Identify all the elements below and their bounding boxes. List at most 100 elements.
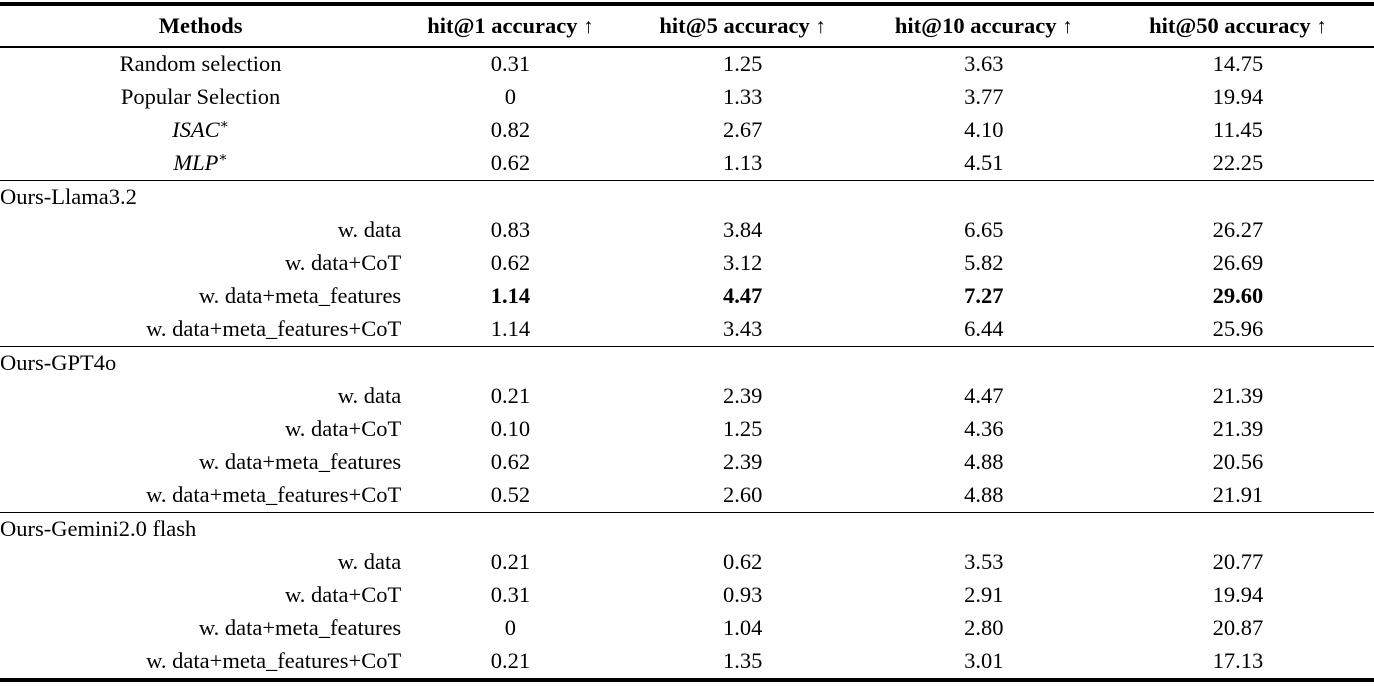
value-cell: 2.39: [620, 380, 866, 413]
value-cell: 0: [401, 612, 619, 645]
value: 1.25: [722, 416, 763, 442]
value-cell: 17.13: [1102, 645, 1374, 680]
method-cell: w. data+CoT: [0, 413, 401, 446]
column-header-hit-at-5: hit@5 accuracy ↑: [619, 4, 866, 48]
value-cell: 2.80: [866, 612, 1102, 645]
value: 0: [504, 84, 517, 110]
method-name: w. data+meta_features: [198, 449, 402, 475]
value-cell: 4.88: [866, 479, 1102, 513]
method-cell: MLP∗: [0, 147, 401, 181]
value-cell: 5.82: [866, 247, 1102, 280]
value: 0.93: [722, 582, 763, 608]
method-cell: w. data: [0, 380, 402, 413]
group-header-cell: Ours-Llama3.2: [0, 180, 1374, 214]
method-cell: w. data+meta_features+CoT: [0, 313, 401, 347]
value-cell: 0.82: [401, 114, 619, 147]
method-cell: w. data+CoT: [0, 579, 401, 612]
value: 2.80: [964, 615, 1004, 641]
method-name: w. data+meta_features: [198, 615, 402, 641]
value-cell: 1.25: [620, 47, 866, 81]
method-cell: w. data+meta_features: [0, 280, 401, 313]
value: 0.83: [490, 217, 531, 243]
value: 0.52: [490, 482, 531, 508]
value-cell: 3.43: [620, 313, 866, 347]
group-header-row: Ours-Gemini2.0 flash: [0, 512, 1374, 546]
table-row: w. data+meta_features+CoT 0.52 2.60 4.88 21.…: [0, 479, 1374, 513]
value-cell: 3.53: [866, 546, 1102, 579]
value: 21.39: [1212, 383, 1264, 409]
method-superscript-star: ∗: [219, 117, 230, 133]
column-header-hit-at-1: hit@1 accuracy ↑: [401, 4, 620, 48]
value-cell: 4.47: [620, 280, 866, 313]
value-cell: 20.87: [1102, 612, 1374, 645]
column-header-hit-at-10: hit@10 accuracy ↑: [865, 4, 1102, 48]
value-cell: 3.84: [620, 214, 866, 247]
value: 3.43: [722, 316, 763, 342]
value-cell: 26.27: [1102, 214, 1374, 247]
method-name: w. data: [337, 383, 402, 409]
value-cell: 22.25: [1102, 147, 1374, 181]
value-cell: 1.25: [620, 413, 866, 446]
method-name: Popular Selection: [120, 84, 281, 110]
value-cell: 2.91: [866, 579, 1102, 612]
method-name: w. data+meta_features+CoT: [146, 316, 402, 342]
value-cell: 0: [401, 81, 619, 114]
value: 6.65: [964, 217, 1004, 243]
value-cell: 0.62: [620, 546, 866, 579]
value: 1.13: [722, 150, 763, 176]
value: 3.77: [964, 84, 1004, 110]
value-cell: 6.65: [866, 214, 1102, 247]
method-name: w. data+meta_features: [198, 283, 402, 309]
table-row: MLP∗ 0.62 1.13 4.51 22.25: [0, 147, 1374, 181]
group-header-row: Ours-Llama3.2: [0, 180, 1374, 214]
table-row: w. data 0.21 2.39 4.47 21.39: [0, 380, 1374, 413]
table-row: Popular Selection 0 1.33 3.77 19.94: [0, 81, 1374, 114]
value-cell: 0.83: [401, 214, 619, 247]
value-cell: 11.45: [1102, 114, 1374, 147]
value-cell: 0.31: [401, 579, 619, 612]
value: 3.84: [722, 217, 763, 243]
best-value: 4.47: [722, 283, 763, 309]
value: 0.31: [490, 51, 531, 77]
value-cell: 0.62: [401, 247, 619, 280]
table-row: w. data+meta_features 0.62 2.39 4.88 20.56: [0, 446, 1374, 479]
method-name: w. data+CoT: [285, 416, 402, 442]
column-header-label: hit@1 accuracy: [427, 12, 584, 38]
value: 0.62: [722, 549, 763, 575]
value-cell: 29.60: [1102, 280, 1374, 313]
method-cell: w. data+meta_features: [0, 612, 401, 645]
value: 0.21: [490, 549, 531, 575]
value-cell: 1.14: [401, 313, 619, 347]
value: 17.13: [1212, 648, 1264, 674]
table-row: w. data+meta_features 0 1.04 2.80 20.87: [0, 612, 1374, 645]
value: 4.36: [964, 416, 1004, 442]
value-cell: 4.47: [866, 380, 1102, 413]
value: 6.44: [964, 316, 1004, 342]
method-superscript-star: ∗: [218, 150, 228, 166]
table-row: ISAC∗ 0.82 2.67 4.10 11.45: [0, 114, 1374, 147]
value-cell: 21.39: [1102, 380, 1374, 413]
value: 4.10: [964, 117, 1004, 143]
table-row: Random selection 0.31 1.25 3.63 14.75: [0, 47, 1374, 81]
value: 11.45: [1213, 117, 1263, 143]
value: 4.88: [964, 482, 1004, 508]
column-header-label: hit@10 accuracy: [894, 12, 1063, 38]
method-name: w. data: [337, 217, 402, 243]
method-name: w. data+CoT: [285, 582, 402, 608]
value-cell: 19.94: [1102, 81, 1374, 114]
table-row: w. data+meta_features+CoT 1.14 3.43 6.44 25.…: [0, 313, 1374, 347]
value-cell: 3.12: [620, 247, 866, 280]
value-cell: 20.56: [1102, 446, 1374, 479]
table-row: w. data+meta_features+CoT 0.21 1.35 3.01 17.…: [0, 645, 1374, 680]
best-value: 1.14: [490, 283, 531, 309]
value: 2.67: [722, 117, 763, 143]
value-cell: 0.21: [401, 380, 619, 413]
value: 3.01: [964, 648, 1004, 674]
best-value: 29.60: [1212, 283, 1264, 309]
method-cell: w. data: [0, 546, 402, 579]
value: 0.62: [490, 250, 531, 276]
value-cell: 7.27: [866, 280, 1102, 313]
method-cell: Popular Selection: [0, 81, 401, 114]
value: 3.12: [722, 250, 763, 276]
